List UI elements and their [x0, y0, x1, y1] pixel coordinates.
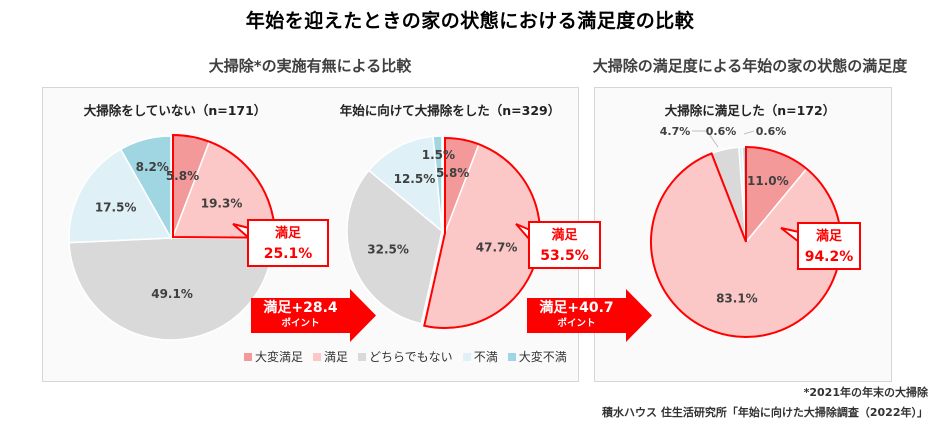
- pie-slice-2: [346, 169, 443, 325]
- pie-value-label: 4.7%: [660, 125, 691, 138]
- arrow-1-line1: 満足+28.4: [263, 300, 338, 316]
- legend-label: どちらでもない: [369, 350, 453, 364]
- callout-pie2: 満足 53.5%: [528, 221, 601, 269]
- callout-value: 53.5%: [540, 248, 589, 264]
- page-title: 年始を迎えたときの家の状態における満足度の比較: [245, 10, 695, 32]
- pie-value-label: 11.0%: [747, 174, 789, 188]
- pie-value-label: 17.5%: [95, 200, 137, 214]
- legend-swatch-icon: [462, 352, 471, 361]
- legend: 大変満足 満足 どちらでもない 不満 大変不満: [244, 348, 567, 365]
- arrow-2-label: 満足+40.7 ポイント: [527, 299, 626, 331]
- callout-label: 満足: [815, 229, 842, 244]
- satisfied-highlight-outline: [650, 145, 842, 338]
- footnote: *2021年の年末の大掃除: [803, 386, 928, 399]
- pie-slice-3: [367, 135, 443, 233]
- arrow-2-line2: ポイント: [557, 318, 596, 329]
- pie-chart-no-cleaning: 5.8%19.3% 49.1% 17.5% 8.2%: [68, 133, 276, 341]
- pie-slice-4: [432, 135, 443, 232]
- arrow-2: [527, 289, 652, 342]
- callout-label: 満足: [274, 226, 301, 241]
- pie-chart-satisfied-cleaning: 11.0% 83.1% 4.7% 0.6% 0.6%: [650, 125, 842, 338]
- legend-swatch-icon: [507, 352, 516, 361]
- legend-label: 満足: [324, 350, 349, 364]
- legend-label: 大変満足: [255, 350, 304, 364]
- pie-value-label: 49.1%: [151, 287, 193, 301]
- callout-pie3: 満足 94.2%: [797, 222, 861, 270]
- pie-slice-2: [68, 237, 274, 341]
- pie-value-label: 47.7%: [476, 240, 518, 254]
- callout-label: 満足: [551, 228, 578, 243]
- legend-item-dissatisfied: 不満: [462, 348, 498, 365]
- pie-slice-3: [68, 148, 173, 244]
- pie-value-label: 83.1%: [716, 291, 758, 305]
- source-note: 積水ハウス 住生活研究所「年始に向けた大掃除調査（2022年）」: [602, 406, 928, 419]
- arrow-1-label: 満足+28.4 ポイント: [251, 299, 350, 331]
- pie-value-label: 5.8%: [436, 166, 469, 180]
- legend-swatch-icon: [244, 352, 252, 361]
- callout-value: 94.2%: [804, 249, 854, 265]
- callout-pie1: 満足 25.1%: [247, 219, 329, 267]
- pie-value-label: 5.8%: [166, 169, 199, 183]
- legend-item-very-dissatisfied: 大変不満: [507, 348, 567, 365]
- left-section-title: 大掃除*の実施有無による比較: [208, 57, 412, 75]
- pie-value-label: 19.3%: [201, 196, 243, 210]
- arrow-2-line1: 満足+40.7: [539, 300, 614, 316]
- pie-value-label: 32.5%: [367, 242, 409, 256]
- pie-value-label: 0.6%: [706, 125, 737, 138]
- pie3-title: 大掃除に満足した（n=172）: [664, 103, 836, 118]
- callout-value: 25.1%: [263, 246, 313, 262]
- legend-label: 不満: [473, 350, 498, 364]
- leader-line: [692, 130, 719, 148]
- legend-swatch-icon: [313, 352, 322, 361]
- legend-swatch-icon: [358, 352, 367, 361]
- pie-value-label: 1.5%: [422, 148, 455, 162]
- right-section-title: 大掃除の満足度による年始の家の状態の満足度: [592, 57, 908, 75]
- legend-item-satisfied: 満足: [313, 348, 348, 365]
- pie-slice-4: [119, 135, 172, 241]
- leader-line: [743, 130, 755, 135]
- arrow-1-line2: ポイント: [281, 318, 320, 329]
- pie1-title: 大掃除をしていない（n=171）: [83, 103, 267, 118]
- arrow-1: [251, 289, 376, 342]
- pie-value-label: 12.5%: [394, 172, 436, 186]
- pie-value-label: 0.6%: [756, 125, 787, 138]
- pie-value-label: 8.2%: [136, 160, 169, 174]
- pie-chart-did-cleaning: 5.8% 47.7% 32.5% 12.5% 1.5%: [346, 135, 541, 329]
- pie2-title: 年始に向けて大掃除をした（n=329）: [339, 103, 561, 118]
- legend-item-very-satisfied: 大変満足: [244, 348, 303, 365]
- legend-label: 大変不満: [518, 350, 567, 364]
- legend-item-neutral: どちらでもない: [358, 348, 453, 365]
